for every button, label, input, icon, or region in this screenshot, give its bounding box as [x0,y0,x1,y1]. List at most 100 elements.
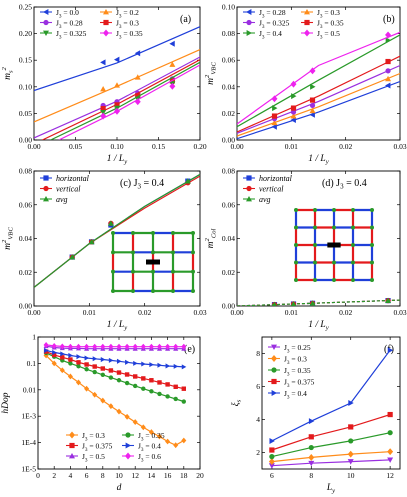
data-point [108,343,114,350]
panel-label: (a) [180,14,191,25]
data-point [387,411,393,418]
lattice-site [111,231,115,235]
y-axis-label: ξs​ [230,399,243,406]
legend-marker [304,9,310,15]
data-point [348,438,354,444]
y-tick-label: 0.05 [19,109,32,118]
lattice-site [171,269,175,274]
y-tick-label: 0.04 [222,82,235,91]
x-tick-label: 0.00 [27,142,40,151]
data-point [114,56,120,63]
data-point [271,95,278,103]
data-point [76,360,81,365]
lattice-site [351,243,355,247]
series-line [45,351,184,390]
legend-marker [271,344,277,350]
data-point [88,238,95,245]
legend-marker [304,19,310,26]
legend-label: J3​ = 0.5 [82,452,105,464]
data-point [124,380,130,386]
legend-marker [103,29,109,37]
legend-marker [43,9,49,15]
data-point [269,454,275,460]
y-tick-label: 0.04 [222,234,235,243]
legend-marker [69,431,75,439]
y-axis-label: ms​2​ [1,66,15,79]
data-point [165,382,170,387]
series-line [271,451,391,463]
series-group [34,173,200,288]
x-tick-label: 0.02 [339,142,352,151]
lattice-site [191,289,195,293]
data-point [169,82,176,90]
legend-label: J3​ = 0.35 [317,19,344,31]
panel-label: (e) [184,344,195,355]
legend-marker [69,453,75,459]
lattice-site [131,289,135,293]
data-point [92,343,98,350]
data-point [100,366,105,371]
lattice-site [313,243,317,247]
x-tick-label: 16 [164,471,172,480]
data-point [290,80,297,88]
reference-bond [146,259,160,265]
data-point [100,372,106,377]
data-point [68,352,73,358]
data-point [149,378,154,383]
data-point [309,102,316,109]
panel-label: (c) J3​ = 0.4 [120,178,164,191]
data-point [309,97,316,103]
data-point [157,380,162,385]
data-point [84,367,89,372]
y-tick-label: 0.02 [222,109,235,118]
data-point [184,178,191,184]
data-point [271,123,277,130]
data-point [290,300,297,306]
data-point [69,254,76,260]
lattice-site [370,260,374,265]
legend-marker [246,196,252,202]
data-point [181,364,187,370]
y-tick-label: 0.00 [19,302,32,311]
lattice-site [294,208,298,212]
data-point [124,343,130,350]
panel-label: (b) [383,14,395,25]
data-point [173,442,179,449]
data-point [271,113,278,119]
legend-label: J3​ = 0.375 [284,378,315,390]
legend-label: J3​ = 0.3 [284,355,307,367]
series-line [237,31,400,125]
data-point [269,447,275,453]
x-axis-label: Ly​ [326,483,335,495]
legend-label: J3​ = 0.4 [259,29,282,41]
data-point [116,408,122,415]
data-point [308,460,315,467]
data-point [108,357,114,363]
legend-label: avg [259,195,271,204]
y-tick-label: 4 [256,415,260,424]
lattice-site [313,208,317,212]
y-tick-label: 0.06 [19,200,32,209]
data-point [149,389,154,394]
lattice-site [370,208,374,212]
legend-marker [246,30,252,36]
data-point [173,396,178,402]
y-axis-label: hDop [1,392,11,413]
legend-label: J3​ = 0.5 [317,29,340,41]
data-point [92,364,97,369]
lattice-site [370,243,374,247]
x-tick-label: 0.20 [193,142,206,151]
legend-label: avg [56,195,68,204]
data-point [114,107,120,115]
data-point [385,58,391,65]
legend-marker [103,19,109,26]
data-point [308,418,315,425]
data-point [114,102,120,108]
y-tick-label: 0.02 [19,268,32,277]
data-point [173,384,178,389]
plot-frame [261,336,401,470]
lattice-inset [111,231,195,293]
x-tick-label: 0.03 [193,308,206,317]
